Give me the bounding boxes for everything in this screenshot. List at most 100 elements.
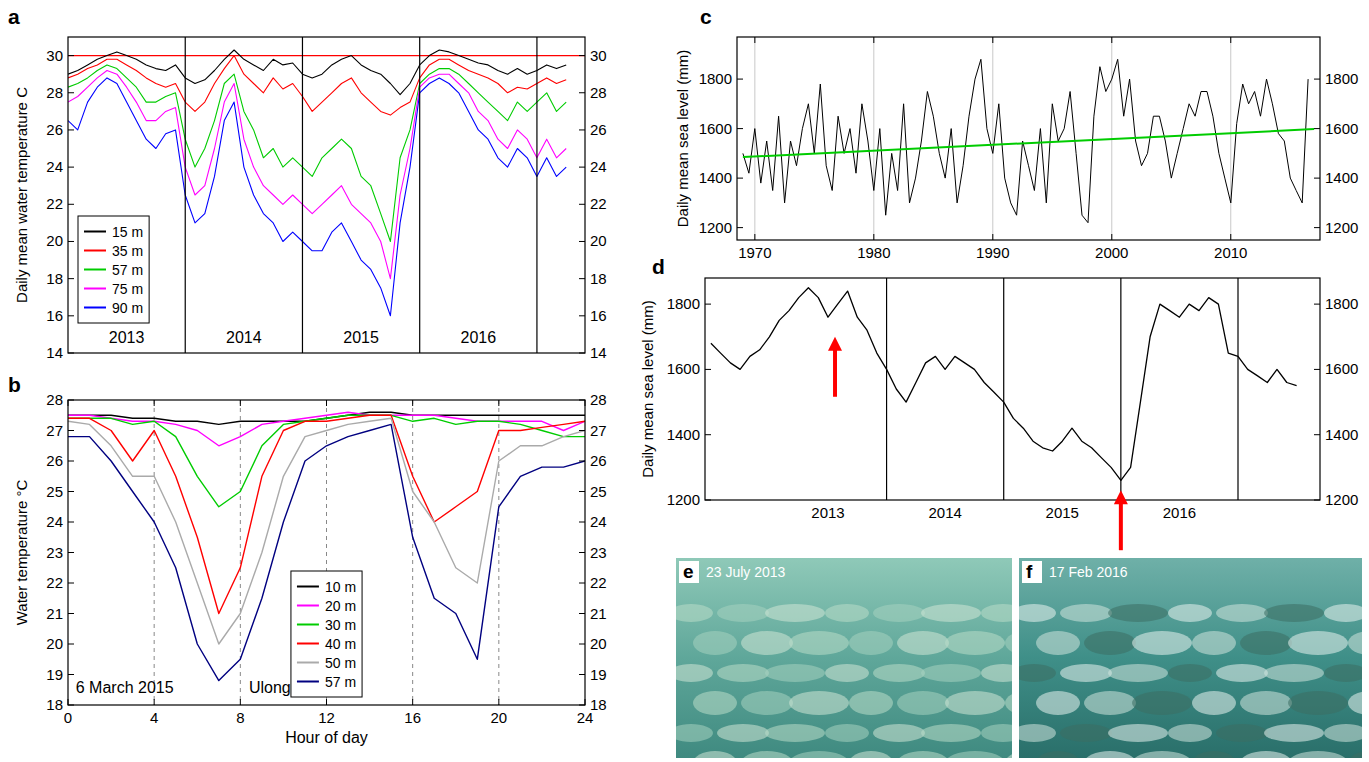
coral <box>717 724 769 742</box>
panel-letter: d <box>652 255 665 278</box>
y-tick-label: 27 <box>46 422 63 439</box>
coral <box>1264 724 1324 742</box>
legend-swatch <box>297 605 319 607</box>
grid-line <box>992 37 993 240</box>
grid-line <box>154 400 155 705</box>
y-tick-label: 18 <box>46 696 63 713</box>
legend-swatch <box>297 662 319 664</box>
y-tick <box>68 278 74 279</box>
y-tick-label: 18 <box>46 270 63 287</box>
coral <box>945 751 1005 758</box>
coral <box>1288 751 1348 758</box>
coral <box>717 664 769 682</box>
coral <box>789 631 849 655</box>
coral <box>945 691 1005 715</box>
legend-label: 90 m <box>112 300 143 316</box>
coral <box>676 604 713 622</box>
y-tick <box>579 55 585 56</box>
y-tick <box>705 434 711 435</box>
x-tick <box>240 400 241 406</box>
y-tick-label: 24 <box>590 158 607 175</box>
coral <box>1084 631 1136 655</box>
photo-panel: e23 July 2013 <box>669 558 1049 762</box>
x-tick-label: 2014 <box>226 329 262 346</box>
legend-label: 57 m <box>325 674 356 690</box>
year-boundary <box>1003 278 1004 500</box>
coral <box>789 691 849 715</box>
year-boundary <box>302 37 303 353</box>
legend-label: 35 m <box>112 243 143 259</box>
y-tick-label: 22 <box>590 195 607 212</box>
y-tick <box>1314 369 1320 370</box>
y-tick <box>68 400 74 401</box>
coral <box>1019 664 1056 682</box>
y-tick <box>68 353 74 354</box>
y-tick-label: 30 <box>46 47 63 64</box>
y-tick <box>1314 227 1320 228</box>
y-tick <box>579 129 585 130</box>
plot-frame <box>68 37 585 353</box>
y-tick-label: 23 <box>46 544 63 561</box>
legend-swatch <box>84 288 106 290</box>
x-tick-label: 2013 <box>109 329 145 346</box>
y-tick <box>737 79 743 80</box>
plot-area <box>68 412 585 680</box>
coral <box>849 691 893 715</box>
y-tick-label: 1400 <box>1325 426 1358 443</box>
coral <box>897 751 949 758</box>
x-tick-label: 2015 <box>1046 504 1079 521</box>
panel-letter: b <box>8 373 21 396</box>
y-tick-label: 19 <box>46 666 63 683</box>
y-axis-title: Daily mean sea level (mm) <box>639 300 656 478</box>
y-tick-label: 26 <box>590 452 607 469</box>
plot-frame <box>705 278 1320 500</box>
coral <box>1288 691 1348 715</box>
photo-texture <box>676 604 1012 758</box>
panel-d: 1200120014001400160016001800180020132014… <box>639 255 1358 550</box>
y-tick <box>68 583 74 584</box>
coral <box>921 664 981 682</box>
photo <box>676 558 1012 758</box>
y-tick <box>1314 434 1320 435</box>
x-tick <box>240 699 241 705</box>
y-tick-label: 1200 <box>667 491 700 508</box>
x-tick <box>154 699 155 705</box>
coral <box>1240 691 1292 715</box>
legend-label: 40 m <box>325 636 356 652</box>
grid-line <box>412 400 413 705</box>
legend-label: 57 m <box>112 262 143 278</box>
figure: 1414161618182020222224242626282830302013… <box>0 0 1369 762</box>
coral <box>1288 631 1348 655</box>
y-tick <box>705 500 711 501</box>
panel-c: 1200120014001400160016001800180019701980… <box>674 5 1358 261</box>
coral <box>849 751 893 758</box>
x-tick <box>498 400 499 406</box>
y-tick-label: 1800 <box>1325 295 1358 312</box>
x-tick-label: 1990 <box>976 244 1009 261</box>
x-tick-label: 2016 <box>1163 504 1196 521</box>
y-tick <box>68 522 74 523</box>
year-boundary <box>536 37 537 353</box>
series-line <box>743 59 1308 222</box>
arrow-shaft <box>833 349 837 397</box>
y-tick-label: 1600 <box>699 120 732 137</box>
x-tick <box>154 400 155 406</box>
grid-line <box>754 37 755 240</box>
coral <box>945 631 1005 655</box>
coral <box>1348 691 1362 715</box>
y-tick-label: 24 <box>46 513 63 530</box>
y-tick <box>1314 128 1320 129</box>
coral <box>1168 724 1212 742</box>
coral <box>1132 751 1192 758</box>
coral <box>1264 604 1324 622</box>
x-tick <box>873 37 874 43</box>
x-tick-label: 2014 <box>928 504 961 521</box>
coral <box>1036 691 1080 715</box>
y-tick-label: 1200 <box>1325 219 1358 236</box>
coral <box>1036 751 1080 758</box>
x-tick <box>1111 234 1112 240</box>
panel-letter: a <box>8 5 20 28</box>
coral <box>1192 691 1236 715</box>
series-line <box>68 78 566 316</box>
y-tick-label: 20 <box>590 635 607 652</box>
